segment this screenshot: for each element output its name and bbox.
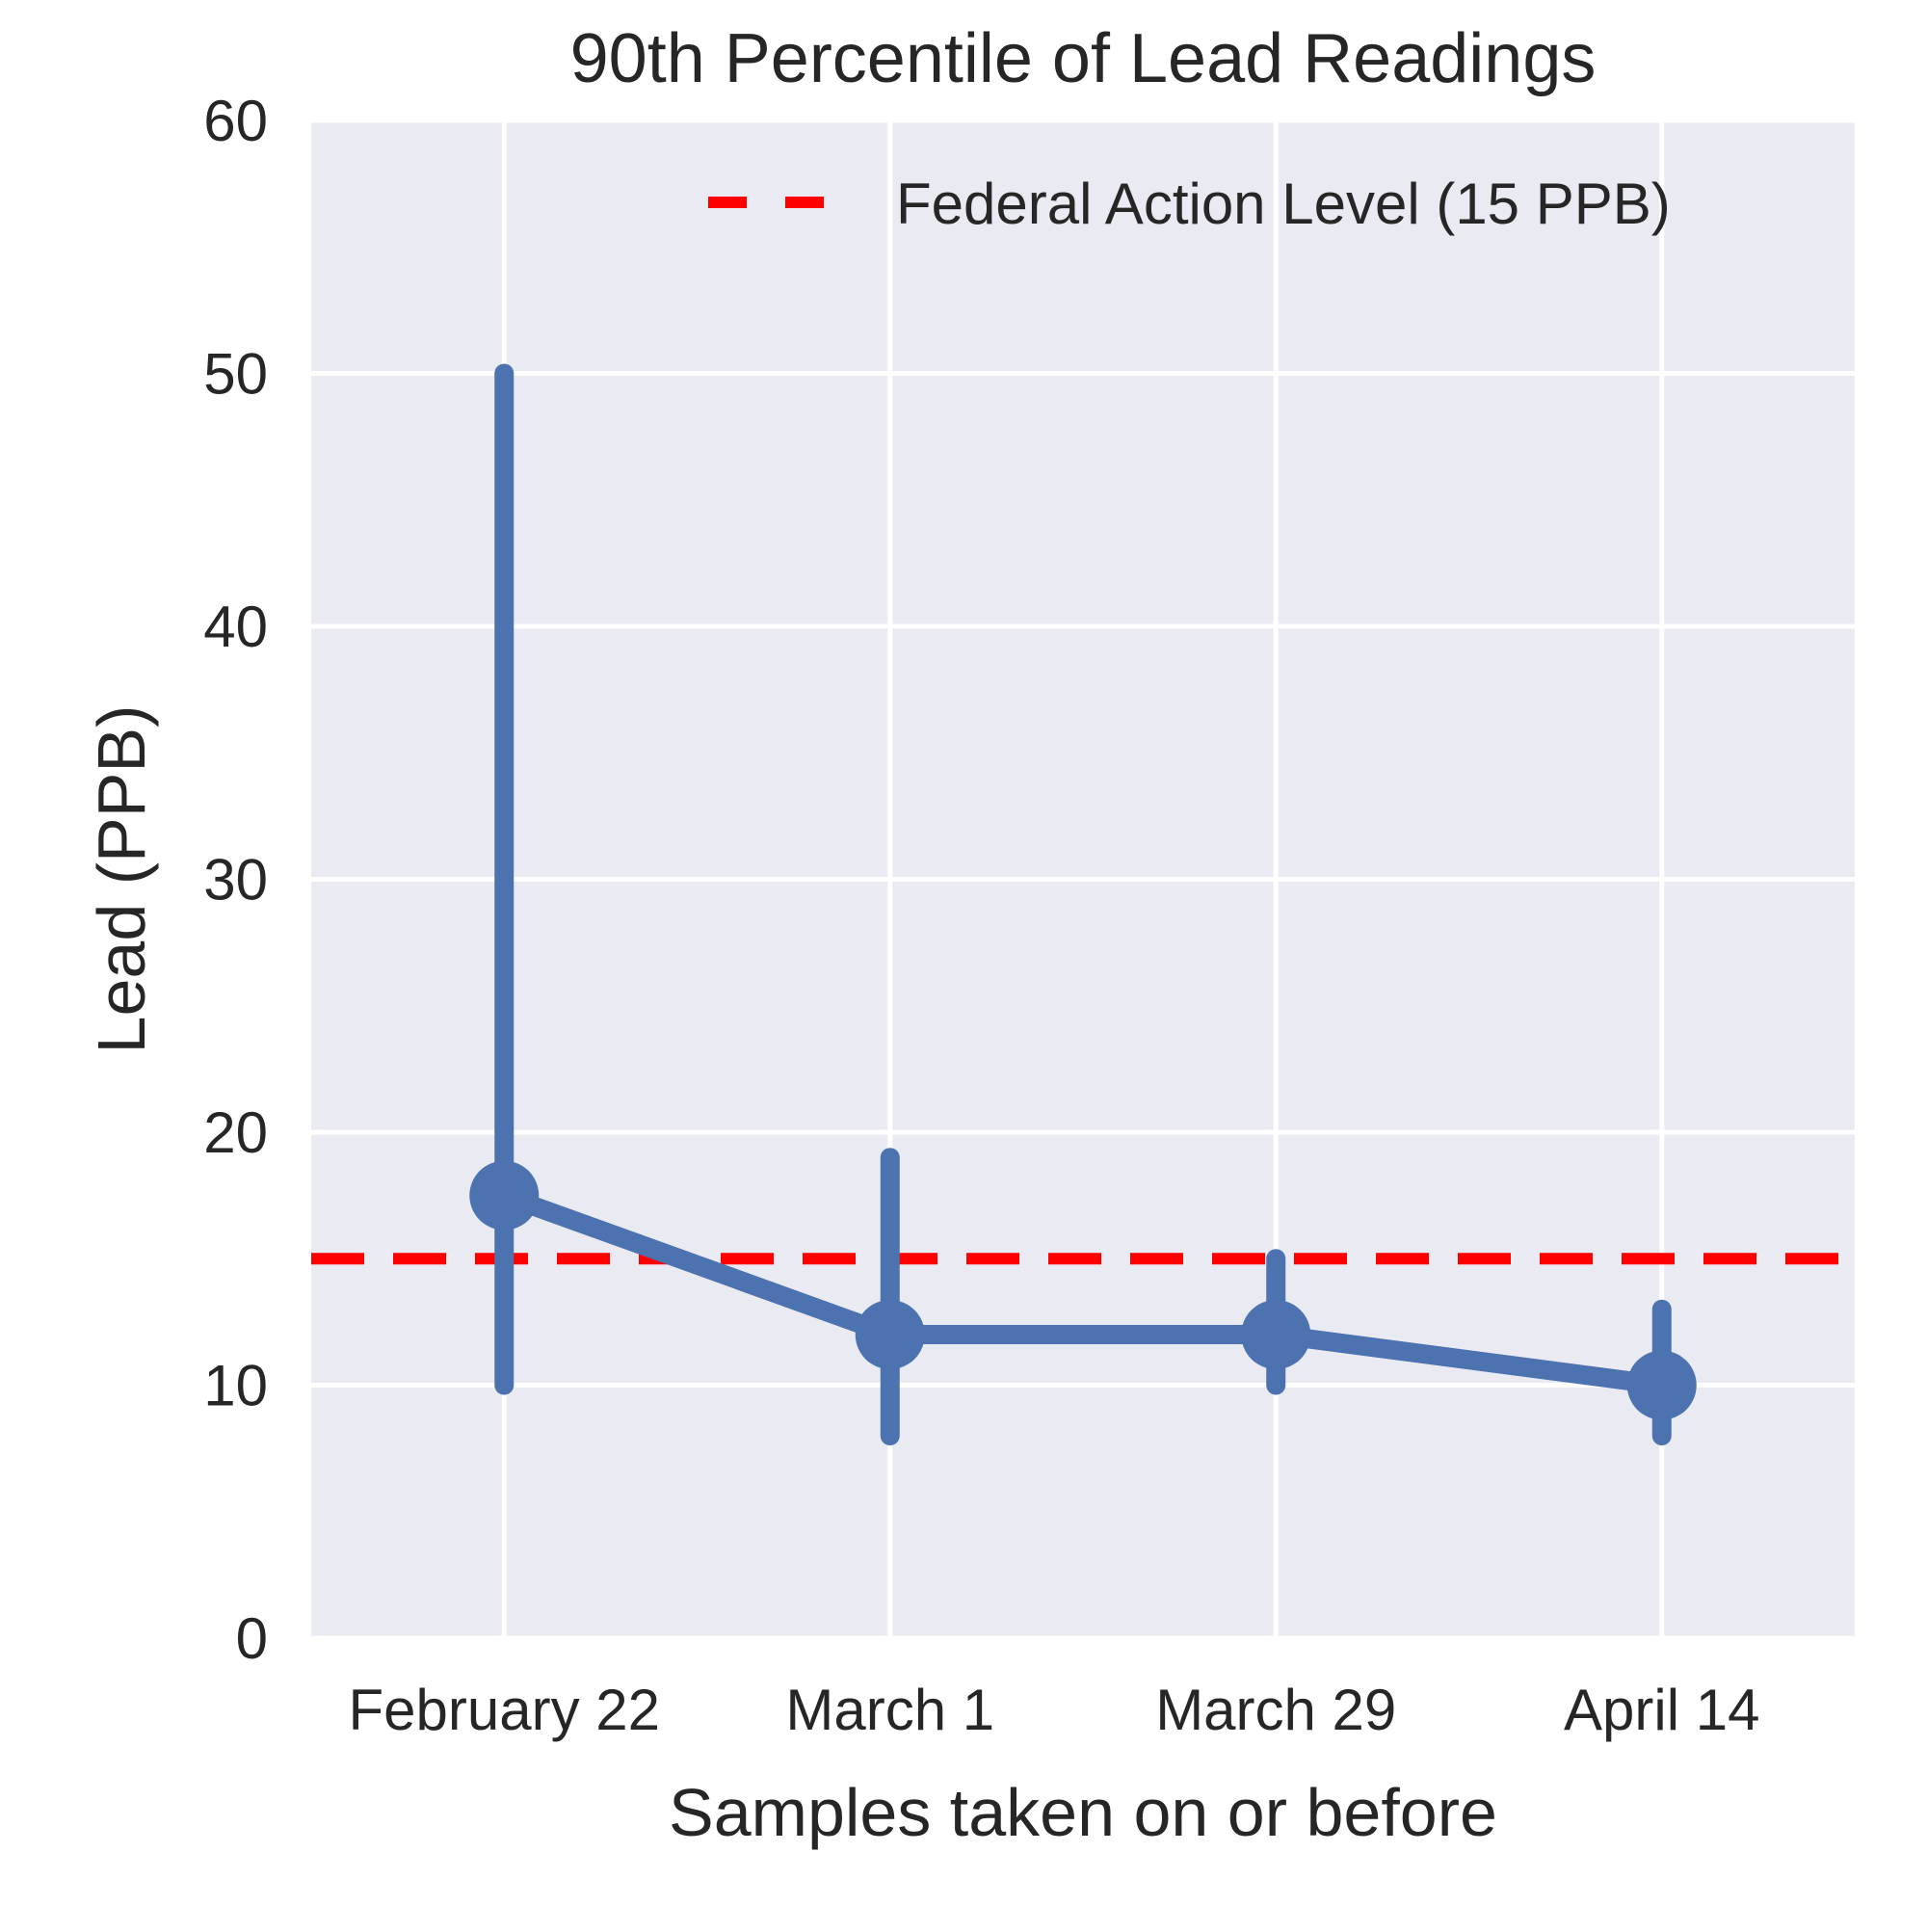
y-tick-label: 10 xyxy=(203,1354,268,1418)
legend: Federal Action Level (15 PPB) xyxy=(708,172,1671,236)
y-tick-label: 40 xyxy=(203,595,268,659)
y-tick-label: 50 xyxy=(203,342,268,407)
y-tick-label: 30 xyxy=(203,848,268,913)
x-tick-label: March 1 xyxy=(785,1678,994,1742)
legend-label: Federal Action Level (15 PPB) xyxy=(896,172,1671,236)
chart-title: 90th Percentile of Lead Readings xyxy=(570,20,1597,97)
x-axis-label: Samples taken on or before xyxy=(669,1775,1497,1850)
y-tick-label: 0 xyxy=(236,1606,268,1671)
y-tick-label: 20 xyxy=(203,1100,268,1165)
tick-labels: 0 10 20 30 40 50 60 February 22 March 1 March 29 A… xyxy=(203,89,1759,1742)
data-point xyxy=(855,1300,925,1369)
x-tick-label: April 14 xyxy=(1564,1678,1759,1742)
data-point xyxy=(1626,1350,1697,1420)
data-point xyxy=(1241,1300,1311,1369)
data-point xyxy=(469,1160,540,1231)
data-series xyxy=(469,363,1697,1445)
y-axis-label: Lead (PPB) xyxy=(84,705,159,1054)
x-tick-label: March 29 xyxy=(1155,1678,1396,1742)
series-line xyxy=(500,1186,1664,1395)
y-tick-label: 60 xyxy=(203,89,268,153)
x-tick-label: February 22 xyxy=(349,1678,661,1742)
